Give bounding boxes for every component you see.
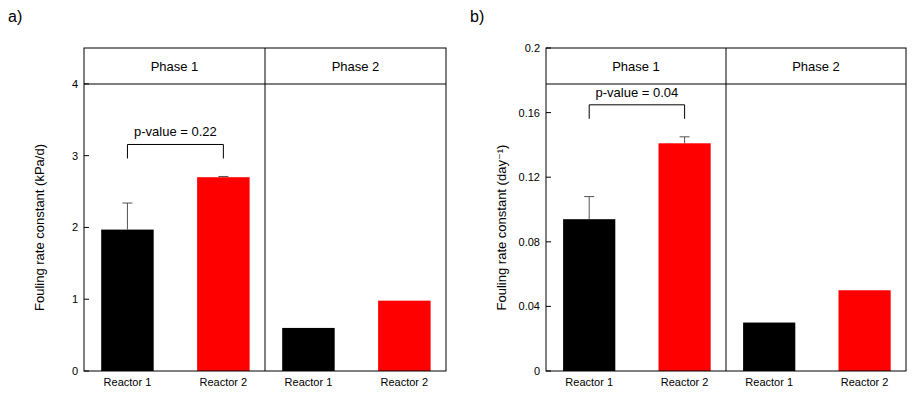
bar [563, 219, 615, 371]
figure: a) Phase 1 Phase 2 0 1 2 3 4 Fouling rate consta… [0, 0, 918, 400]
bar [659, 143, 711, 371]
panel: a) Phase 1 Phase 2 0 1 2 3 4 Fouling rate consta… [8, 8, 446, 388]
error-cap [218, 176, 228, 177]
group-label: Phase 2 [332, 59, 380, 74]
x-tick-label: Reactor 2 [381, 376, 429, 388]
bar [839, 290, 891, 371]
error-bar [589, 197, 590, 220]
y-tick-label: 4 [72, 78, 78, 90]
y-tick-label: 0.04 [519, 300, 540, 312]
y-tick [546, 371, 551, 372]
error-cap [584, 196, 594, 197]
y-tick [84, 155, 89, 156]
frame [84, 48, 446, 371]
frame [546, 48, 906, 371]
y-axis-label: Fouling rate constant (day⁻¹) [494, 145, 509, 311]
y-tick [84, 227, 89, 228]
y-tick-label: 2 [72, 221, 78, 233]
x-tick-label: Reactor 1 [104, 376, 152, 388]
y-tick [546, 306, 551, 307]
x-tick-label: Reactor 1 [565, 376, 613, 388]
group-label: Phase 1 [151, 59, 199, 74]
x-tick-label: Reactor 1 [745, 376, 793, 388]
bar [197, 177, 249, 371]
y-tick [546, 241, 551, 242]
error-cap [680, 136, 690, 137]
y-tick-label: 0.16 [519, 107, 540, 119]
y-tick [546, 112, 551, 113]
y-tick-label: 1 [72, 293, 78, 305]
x-tick-label: Reactor 2 [841, 376, 889, 388]
group-divider [726, 48, 727, 371]
x-tick-label: Reactor 2 [200, 376, 248, 388]
y-tick-label: 0 [72, 365, 78, 377]
annotation: p-value = 0.04 [596, 85, 679, 100]
annotation: p-value = 0.22 [134, 124, 217, 139]
bars [101, 176, 430, 371]
error-cap [122, 203, 132, 204]
group-label: Phase 1 [612, 59, 660, 74]
bar [743, 323, 795, 371]
y-tick [84, 299, 89, 300]
annotation-bracket [589, 105, 684, 119]
group-label: Phase 2 [792, 59, 840, 74]
x-tick-label: Reactor 1 [285, 376, 333, 388]
bar [101, 230, 153, 371]
bar [282, 328, 334, 371]
x-tick-label: Reactor 2 [661, 376, 709, 388]
y-tick [546, 48, 551, 49]
bars [563, 137, 891, 371]
background [0, 0, 918, 400]
y-tick [84, 83, 89, 84]
panel: b) Phase 1 Phase 2 0 0.04 0.08 0.12 0.16 0.2 Foul… [470, 8, 906, 388]
error-bar [684, 137, 685, 143]
y-tick-label: 0.12 [519, 171, 540, 183]
panel-label: b) [470, 8, 484, 25]
y-tick-label: 0.08 [519, 236, 540, 248]
y-tick [546, 177, 551, 178]
panel-label: a) [8, 8, 22, 25]
y-tick-label: 0.2 [525, 42, 540, 54]
y-tick [84, 371, 89, 372]
bar [378, 301, 430, 371]
error-bar [127, 203, 128, 230]
y-tick-label: 3 [72, 150, 78, 162]
group-divider [265, 48, 266, 371]
annotation-bracket [127, 144, 223, 158]
y-axis-label: Fouling rate constant (kPa/d) [32, 144, 47, 311]
y-tick-label: 0 [534, 365, 540, 377]
